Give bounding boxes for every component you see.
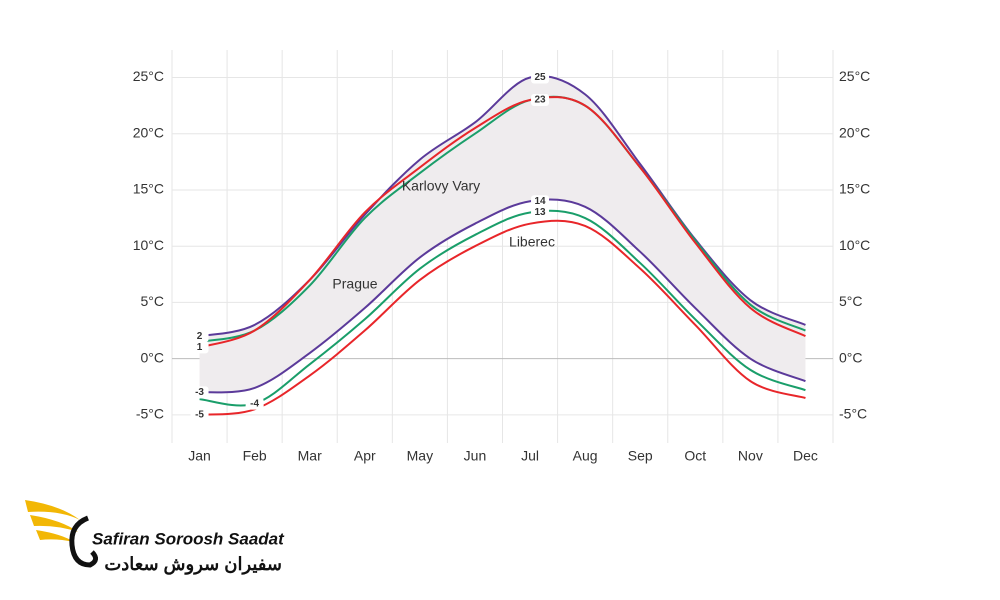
x-tick-label: Jun xyxy=(464,448,487,464)
x-tick-label: Jan xyxy=(188,448,211,464)
x-tick-label: Dec xyxy=(793,448,818,464)
data-label-box xyxy=(190,341,209,354)
x-tick-label: Nov xyxy=(738,448,763,464)
data-label-box xyxy=(190,386,209,399)
x-tick-label: Sep xyxy=(628,448,653,464)
x-tick-label: Oct xyxy=(684,448,706,464)
y-tick-label: 20°C xyxy=(133,124,164,140)
y-tick-label: 15°C xyxy=(133,181,164,197)
range-band xyxy=(199,76,806,393)
x-tick-label: Jul xyxy=(521,448,539,464)
data-label: 25 xyxy=(534,72,546,83)
data-label: 2 xyxy=(197,331,203,342)
y2-tick-label: 10°C xyxy=(839,237,870,253)
y-tick-label: -5°C xyxy=(136,406,164,422)
x-tick-label: May xyxy=(407,448,433,464)
y2-tick-label: 15°C xyxy=(839,181,870,197)
y-tick-label: 0°C xyxy=(141,349,165,365)
data-label: 1 xyxy=(197,342,203,353)
data-label: -4 xyxy=(250,398,259,409)
series-name: Liberec xyxy=(509,234,555,250)
y2-tick-label: 5°C xyxy=(839,293,863,309)
x-tick-label: Feb xyxy=(243,448,267,464)
data-label: 23 xyxy=(534,95,546,106)
data-label: 14 xyxy=(534,196,546,207)
data-label: -5 xyxy=(195,410,204,421)
series-line xyxy=(199,198,806,394)
logo-wing xyxy=(25,500,80,542)
series-line xyxy=(199,209,806,407)
data-label-box xyxy=(190,330,209,343)
series-line xyxy=(199,219,806,416)
y2-tick-label: 25°C xyxy=(839,68,870,84)
x-tick-label: Aug xyxy=(573,448,598,464)
data-label: 13 xyxy=(534,207,546,218)
series-line xyxy=(199,96,806,349)
logo-swirl xyxy=(69,515,98,568)
y2-tick-label: -5°C xyxy=(839,406,867,422)
y2-tick-label: 0°C xyxy=(839,349,863,365)
y2-tick-label: 20°C xyxy=(839,124,870,140)
data-label-box xyxy=(245,397,264,410)
logo-name: Safiran Soroosh Saadat xyxy=(92,529,285,548)
y-tick-label: 10°C xyxy=(133,237,164,253)
data-label-box xyxy=(531,71,550,84)
y-tick-label: 5°C xyxy=(141,293,165,309)
data-label: -3 xyxy=(195,387,204,398)
data-label-box xyxy=(531,93,550,106)
data-label-box xyxy=(531,206,550,219)
series-line xyxy=(199,95,806,343)
x-tick-label: Mar xyxy=(298,448,322,464)
series-name: Prague xyxy=(332,276,377,292)
data-label-box xyxy=(190,408,209,421)
logo-name-fa: سفیران سروش سعادت xyxy=(104,554,282,575)
y-tick-label: 25°C xyxy=(133,68,164,84)
data-label-box xyxy=(531,195,550,208)
x-tick-label: Apr xyxy=(354,448,376,464)
plot: -5°C -5°C 0°C 0°C 5°C 5°C 10°C 10°C 15°C 15°C 20°C… xyxy=(133,50,870,464)
series-name: Karlovy Vary xyxy=(402,178,480,194)
logo: Safiran Soroosh Saadat سفیران سروش سعادت xyxy=(25,500,285,575)
